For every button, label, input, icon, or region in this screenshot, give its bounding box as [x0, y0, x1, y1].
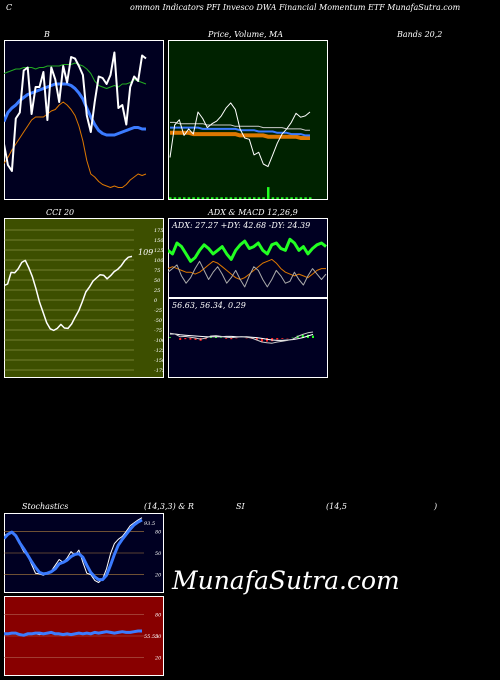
volume-bar	[248, 197, 251, 199]
macd-series	[169, 331, 314, 344]
adx-series	[168, 237, 327, 288]
cci-title: CCI 20	[46, 208, 75, 217]
rsi-grid: 80 50 20	[4, 612, 162, 662]
rsi-tick-label: 80	[155, 612, 162, 618]
volume-bar	[243, 197, 247, 199]
cci-tick-label: -150	[154, 358, 164, 364]
stoch-tick-label: 20	[154, 573, 162, 579]
cci-tick-label: -50	[154, 318, 163, 324]
cci-grid: 175 150 125 100 75 50 25 0 -25 -50 -75 -100 -125 -150…	[4, 228, 164, 374]
volume-bar	[173, 197, 177, 199]
cci-tick-label: 175	[154, 228, 164, 234]
cci-value-label: 109	[138, 248, 153, 257]
bollinger-series	[4, 51, 147, 188]
volume-bar	[304, 197, 307, 199]
cci-tick-label: 0	[154, 298, 158, 304]
volume-bar	[290, 197, 293, 199]
volume-bar	[169, 197, 172, 199]
volume-bar	[211, 197, 214, 199]
rsi-value-label: 55.53	[144, 634, 158, 640]
adx-chart: ADX: 27.27 +DY: 42.68 -DY: 24.39	[168, 218, 328, 298]
volume-bar	[187, 197, 191, 199]
volume-bar	[299, 197, 303, 199]
volume-bar	[309, 197, 312, 199]
cci-series: 109	[4, 248, 153, 332]
price-line	[169, 102, 311, 168]
volume-bar	[281, 197, 284, 199]
volume-bar	[295, 197, 298, 199]
stoch-series: 93.5	[4, 517, 155, 583]
volume-bar	[253, 197, 256, 199]
stoch-title-a: Stochastics	[22, 502, 69, 511]
volume-bar	[201, 197, 205, 199]
watermark: MunafaSutra.com	[172, 566, 400, 595]
stoch-title-c: SI	[236, 502, 245, 511]
price-ma-title: Price, Volume, MA	[208, 30, 284, 39]
cci-tick-label: 50	[154, 278, 161, 284]
cci-tick-label: -175	[154, 368, 164, 374]
volume-bar	[239, 197, 242, 199]
volume-bar	[267, 187, 270, 199]
stoch-title-b: (14,3,3) & R	[144, 502, 194, 511]
volume-bar	[262, 197, 265, 199]
volume-bar	[271, 197, 275, 199]
volume-bar	[234, 197, 237, 199]
volume-bar	[257, 197, 261, 199]
adx-text: ADX: 27.27 +DY: 42.68 -DY: 24.39	[171, 221, 310, 230]
volume-bar	[197, 197, 200, 199]
bands-title: Bands 20,2	[397, 30, 443, 39]
rsi-chart: 80 50 20 55.53	[4, 596, 164, 676]
rsi-tick-label: 20	[154, 656, 162, 662]
cci-tick-label: 150	[154, 238, 164, 244]
cci-tick-label: -75	[154, 328, 162, 334]
volume-bar	[225, 197, 228, 199]
adx-plus-dy	[168, 260, 327, 288]
page-title: ommon Indicators PFI Invesco DWA Financi…	[130, 3, 461, 12]
price-ma-series	[169, 102, 312, 199]
volume-bar	[285, 197, 289, 199]
volume-bar	[215, 197, 219, 199]
cci-tick-label: 75	[154, 268, 160, 274]
volume-bar	[192, 197, 195, 199]
rsi-line	[4, 629, 142, 637]
adx-minus-dy	[168, 258, 326, 280]
volume-bar	[220, 197, 223, 199]
rsi-series: 55.53	[4, 629, 158, 640]
volume-bar	[206, 197, 209, 199]
rsi-tick-label: 50	[155, 634, 162, 640]
cci-tick-label: -125	[154, 348, 164, 354]
ma-short	[170, 126, 310, 137]
cci-tick-label: -100	[154, 338, 164, 344]
macd-chart: 56.63, 56.34, 0.29	[168, 298, 328, 378]
stoch-value-label: 93.5	[144, 521, 155, 527]
stoch-tick-label: 80	[155, 529, 162, 535]
stoch-chart: 80 50 20 93.5	[4, 513, 164, 593]
cci-tick-label: -25	[154, 308, 162, 314]
stoch-title-d: (14,5	[326, 502, 347, 511]
cci-tick-label: 125	[154, 248, 164, 254]
bb-title: B	[44, 30, 50, 39]
stoch-d	[4, 518, 143, 582]
volume-bar	[183, 197, 186, 199]
volume-bar	[229, 197, 233, 199]
price-ma-chart	[168, 40, 328, 200]
bb-lower-band	[4, 101, 147, 188]
volume-bar	[276, 197, 279, 199]
stoch-title-e: )	[434, 502, 438, 511]
stoch-tick-label: 50	[155, 551, 162, 557]
adx-macd-title: ADX & MACD 12,26,9	[208, 208, 298, 217]
bollinger-chart	[4, 40, 164, 200]
cci-line	[4, 255, 133, 332]
adx-line	[168, 237, 327, 263]
cci-chart: 175 150 125 100 75 50 25 0 -25 -50 -75 -100 -125 -150…	[4, 218, 164, 378]
cci-tick-label: 25	[153, 288, 160, 294]
macd-line	[169, 331, 314, 344]
bb-price	[4, 51, 147, 172]
macd-text: 56.63, 56.34, 0.29	[172, 301, 246, 310]
bb-middle-band	[4, 82, 146, 137]
cci-tick-label: 100	[154, 258, 164, 264]
volume-bar	[178, 197, 181, 199]
header-c: C	[6, 3, 13, 12]
